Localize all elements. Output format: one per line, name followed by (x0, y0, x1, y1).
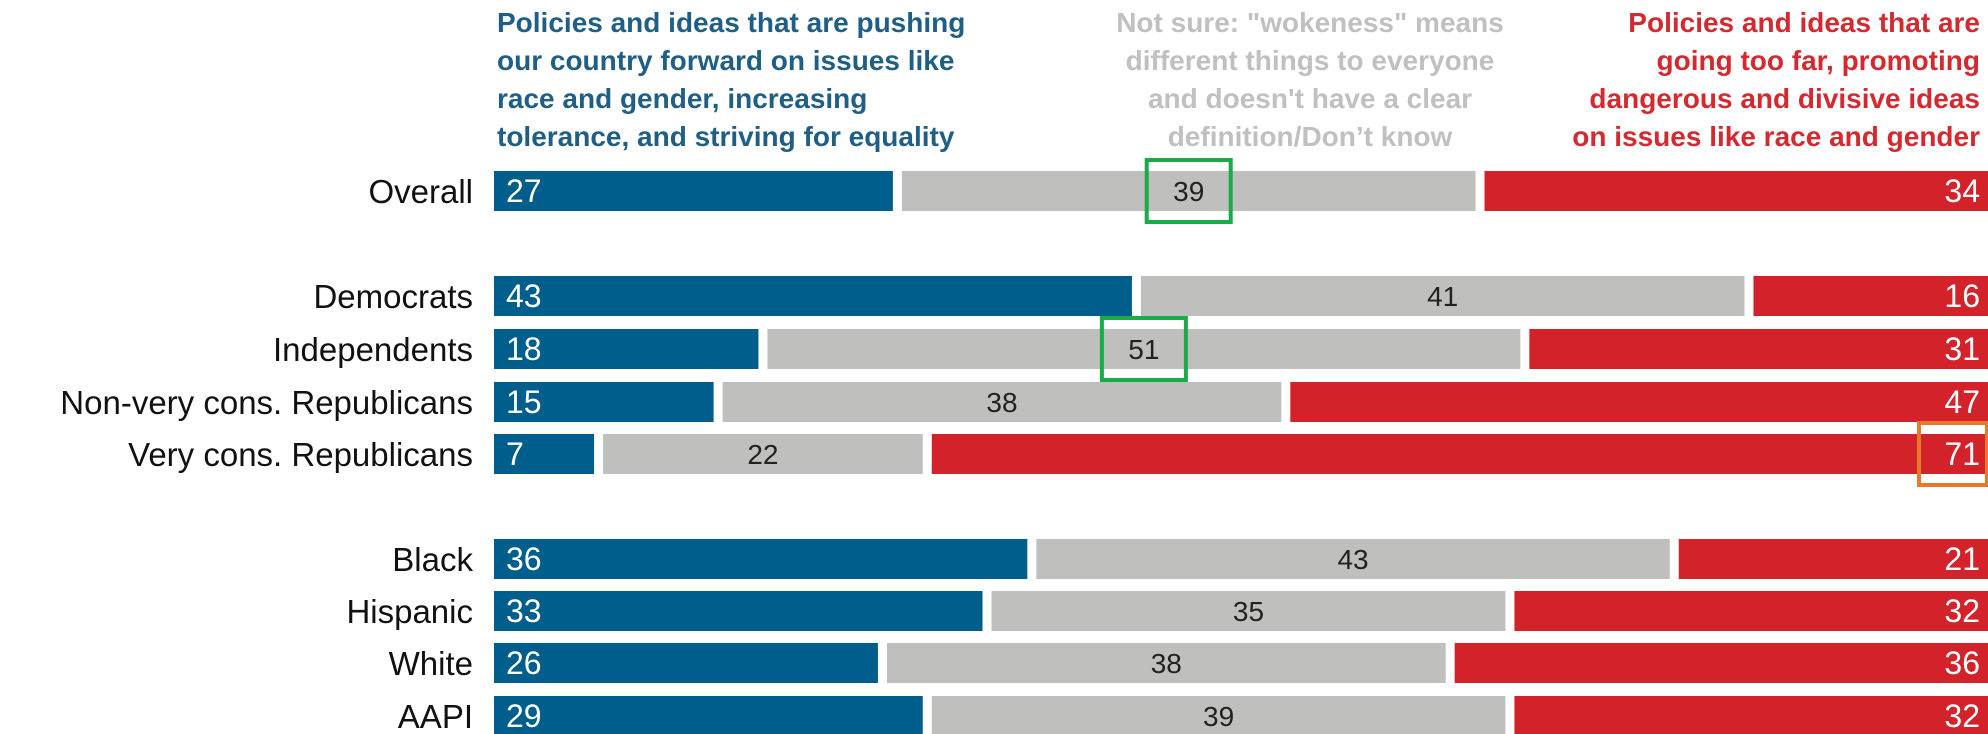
value-label-forward: 29 (506, 698, 542, 734)
value-label-forward: 26 (506, 645, 542, 681)
value-label-too_far: 32 (1944, 593, 1980, 629)
category-label: White (389, 645, 473, 682)
value-label-not_sure: 22 (747, 439, 778, 470)
highlight-box (1917, 421, 1988, 487)
legend-forward-line: race and gender, increasing (497, 83, 868, 114)
legend-forward-line: Policies and ideas that are pushing (497, 7, 966, 38)
bar-segment-not_sure (722, 382, 1282, 422)
bar-segment-forward (494, 643, 878, 683)
legend-not-sure: Not sure: "wokeness" means different thi… (1045, 4, 1575, 156)
value-label-too_far: 47 (1944, 384, 1980, 420)
legend-not-sure-line: different things to everyone (1125, 45, 1495, 76)
bar-segment-too_far (1514, 696, 1988, 734)
bar-segment-forward (494, 696, 923, 734)
legend-forward-line: tolerance, and striving for equality (497, 121, 955, 152)
value-label-too_far: 31 (1944, 331, 1980, 367)
bar-segment-forward (494, 171, 893, 211)
category-label: Hispanic (346, 593, 473, 630)
bar-segment-forward (494, 539, 1028, 579)
value-label-too_far: 71 (1944, 436, 1980, 472)
value-label-forward: 7 (506, 436, 524, 472)
bar-segment-too_far (1454, 643, 1988, 683)
bar-segment-too_far (1678, 539, 1988, 579)
value-label-too_far: 36 (1944, 645, 1980, 681)
highlight-box (1099, 316, 1188, 382)
bar-segment-forward (494, 434, 595, 474)
value-label-not_sure: 51 (1128, 334, 1159, 365)
value-label-forward: 33 (506, 593, 542, 629)
category-label: Non-very cons. Republicans (60, 384, 473, 421)
value-label-forward: 36 (506, 541, 542, 577)
value-label-forward: 43 (506, 278, 542, 314)
bar-segment-too_far (1290, 382, 1988, 422)
value-label-too_far: 34 (1944, 173, 1980, 209)
category-label: AAPI (398, 698, 473, 734)
category-label: Overall (368, 173, 473, 210)
bar-segment-forward (494, 329, 759, 369)
bar-segment-not_sure (767, 329, 1521, 369)
highlight-box (1144, 158, 1233, 224)
bar-segment-not_sure (991, 591, 1506, 631)
value-label-not_sure: 39 (1203, 701, 1234, 732)
legend-not-sure-line: definition/Don’t know (1167, 121, 1453, 152)
bar-segment-not_sure (603, 434, 923, 474)
value-label-not_sure: 38 (986, 387, 1017, 418)
legend-too-far-line: going too far, promoting (1656, 45, 1980, 76)
category-label: Democrats (313, 278, 473, 315)
bar-segment-not_sure (1036, 539, 1670, 579)
category-label: Black (392, 541, 473, 578)
legend-not-sure-line: and doesn't have a clear (1147, 83, 1473, 114)
bar-segment-too_far (1514, 591, 1988, 631)
value-label-too_far: 32 (1944, 698, 1980, 734)
bar-segment-forward (494, 382, 714, 422)
value-label-forward: 27 (506, 173, 542, 209)
value-label-forward: 18 (506, 331, 542, 367)
bar-segment-too_far (1753, 276, 1988, 316)
bar-segment-not_sure (886, 643, 1446, 683)
bar-segment-not_sure (901, 171, 1476, 211)
bar-segment-too_far (1529, 329, 1988, 369)
legend-too-far-line: dangerous and divisive ideas (1589, 83, 1980, 114)
bar-segment-forward (494, 276, 1132, 316)
legend-too-far-line: Policies and ideas that are (1628, 7, 1980, 38)
bar-segment-too_far (931, 434, 1988, 474)
value-label-forward: 15 (506, 384, 542, 420)
value-label-not_sure: 41 (1427, 281, 1458, 312)
category-label: Independents (273, 331, 473, 368)
value-label-too_far: 16 (1944, 278, 1980, 314)
value-label-not_sure: 35 (1233, 596, 1264, 627)
category-label: Very cons. Republicans (128, 436, 473, 473)
bar-segment-not_sure (1140, 276, 1745, 316)
bar-segment-too_far (1484, 171, 1988, 211)
value-label-not_sure: 39 (1173, 176, 1204, 207)
value-label-not_sure: 43 (1337, 544, 1368, 575)
bar-segment-forward (494, 591, 983, 631)
legend-forward: Policies and ideas that are pushing our … (497, 4, 1057, 156)
bar-segment-not_sure (931, 696, 1506, 734)
legend-not-sure-line: Not sure: "wokeness" means (1116, 7, 1504, 38)
legend-too-far: Policies and ideas that are going too fa… (1500, 4, 1980, 156)
legend-too-far-line: on issues like race and gender (1572, 121, 1980, 152)
value-label-not_sure: 38 (1151, 648, 1182, 679)
value-label-too_far: 21 (1944, 541, 1980, 577)
legend-forward-line: our country forward on issues like (497, 45, 955, 76)
